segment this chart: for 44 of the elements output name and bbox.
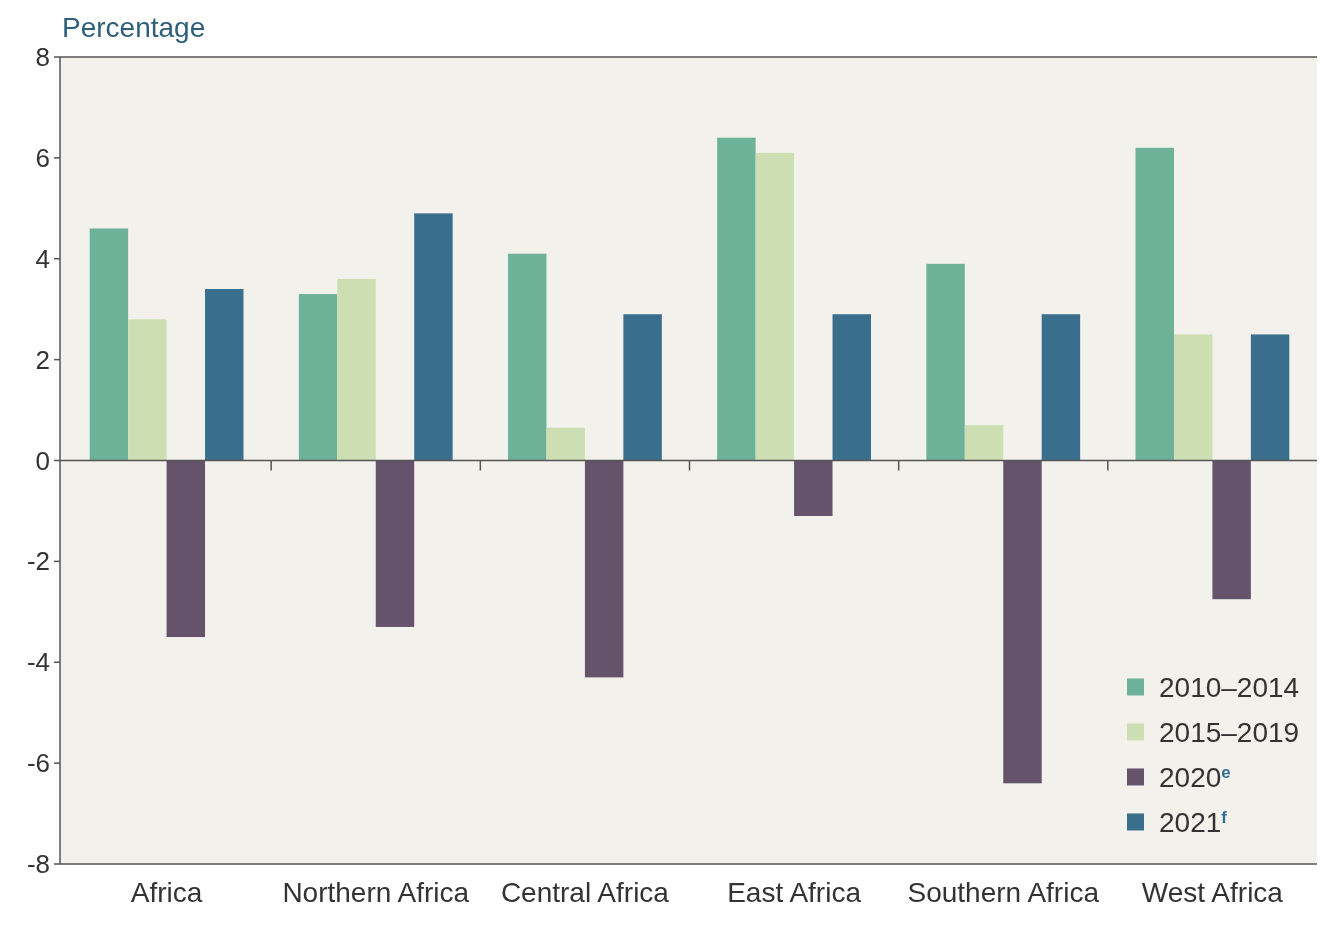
bar <box>1003 460 1042 784</box>
legend-label: 2021$^{f}$ <box>1159 807 1228 839</box>
y-tick-label: -6 <box>26 748 50 779</box>
x-tick-label: West Africa <box>1141 877 1284 908</box>
y-tick-label: -2 <box>26 546 50 577</box>
x-tick-label: Northern Africa <box>282 877 470 908</box>
bar <box>166 460 206 638</box>
bar <box>508 253 547 461</box>
bar <box>1135 147 1174 461</box>
y-axis-title: Percentage <box>62 12 206 43</box>
bar <box>717 137 756 461</box>
bar <box>1173 334 1213 461</box>
x-tick-label: Africa <box>130 877 203 908</box>
bar <box>205 289 244 461</box>
bar <box>926 263 965 461</box>
y-tick-label: 0 <box>35 445 50 476</box>
x-tick-label: Southern Africa <box>907 877 1100 908</box>
bar <box>89 228 129 461</box>
bar <box>337 278 376 461</box>
x-tick-label: East Africa <box>727 877 862 908</box>
y-tick-label: 6 <box>35 142 50 173</box>
y-tick-label: 8 <box>35 42 50 73</box>
bar <box>128 319 167 461</box>
bar <box>584 460 624 678</box>
y-tick-label: -4 <box>26 647 50 678</box>
bar <box>755 152 795 461</box>
bar <box>794 460 833 516</box>
bar <box>375 460 415 627</box>
bar <box>964 425 1004 461</box>
bar <box>1041 314 1081 461</box>
legend-label: 2015–2019 <box>1159 717 1300 749</box>
x-tick-label: Central Africa <box>500 877 670 908</box>
bar <box>1250 334 1290 461</box>
bar <box>414 213 453 461</box>
y-tick-label: -8 <box>26 849 50 880</box>
y-tick-label: 4 <box>35 243 50 274</box>
bar <box>546 427 585 461</box>
legend-label: 2020$^{e}$ <box>1159 762 1231 794</box>
bar <box>298 294 338 461</box>
bar <box>832 314 871 461</box>
bar <box>1212 460 1251 600</box>
legend-label: 2010–2014 <box>1159 672 1300 704</box>
y-tick-label: 2 <box>35 344 50 375</box>
bar <box>623 314 662 461</box>
